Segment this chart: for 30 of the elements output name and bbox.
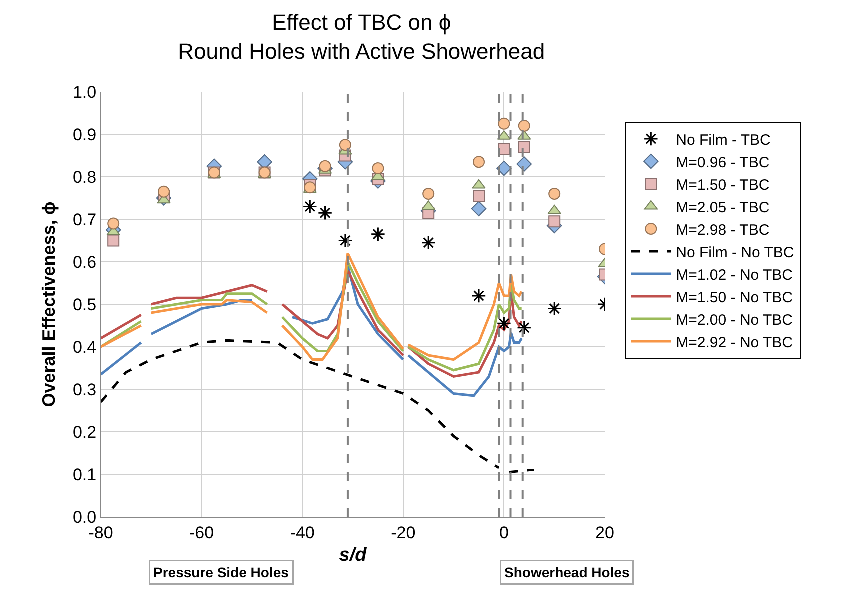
legend-label: No Film - No TBC <box>676 244 794 262</box>
y-tick-label: 0.6 <box>72 252 97 272</box>
x-axis-title: s/d <box>339 545 368 566</box>
legend-label: M=1.50 - No TBC <box>676 289 794 306</box>
y-tick-label: 1.0 <box>72 82 97 102</box>
y-tick-label: 0.3 <box>72 380 97 400</box>
x-tick-label: -40 <box>290 523 315 542</box>
legend-label: M=2.98 - TBC <box>676 222 770 239</box>
y-tick-label: 0.8 <box>72 168 97 187</box>
x-tick-label: -20 <box>391 523 416 542</box>
x-tick-label: -60 <box>190 523 214 542</box>
y-tick-label: 0.1 <box>72 465 97 484</box>
text: Showerhead Holes <box>504 564 630 580</box>
x-tick-label: 0 <box>499 523 509 542</box>
y-tick-label: 0.4 <box>72 338 97 357</box>
legend-label: M=2.92 - No TBC <box>676 334 794 352</box>
legend-label: M=1.50 - TBC <box>676 176 770 194</box>
y-tick-label: 0.5 <box>72 295 97 314</box>
y-tick-label: 0.2 <box>72 422 97 442</box>
chart-title: Effect of TBC on ϕ Round Holes with Active Showerhead <box>178 10 546 64</box>
legend-label: M=0.96 - TBC <box>676 154 770 172</box>
legend-label: M=2.05 - TBC <box>676 199 770 216</box>
legend-label: No Film - TBC <box>676 132 772 149</box>
x-tick-label: 20 <box>596 523 614 542</box>
text: Pressure Side Holes <box>154 564 290 580</box>
y-tick-label: 0.9 <box>72 125 97 144</box>
legend-label: M=1.02 - No TBC <box>676 266 794 284</box>
y-tick-label: 0.7 <box>72 210 97 230</box>
legend-label: M=2.00 - No TBC <box>676 312 794 329</box>
y-axis-title: Overall Effectiveness, ϕ <box>39 202 60 408</box>
